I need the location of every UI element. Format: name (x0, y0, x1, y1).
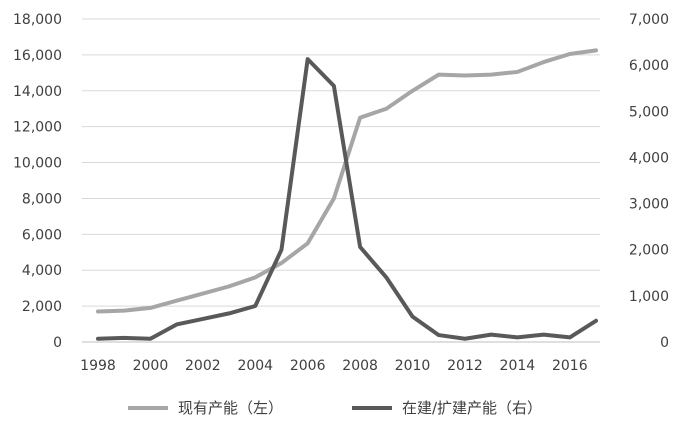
y-right-tick-label: 5,000 (629, 104, 669, 120)
legend: 现有产能（左） 在建/扩建产能（右） (128, 399, 542, 417)
y-left-tick-label: 4,000 (22, 263, 62, 279)
y-left-tick-label: 0 (53, 335, 62, 351)
y-left-tick-label: 16,000 (13, 48, 62, 64)
y-right-tick-label: 3,000 (629, 197, 669, 213)
y-left-tick-label: 8,000 (22, 191, 62, 207)
y-right-tick-label: 2,000 (629, 243, 669, 259)
x-tick-label: 2002 (185, 358, 221, 374)
x-tick-label: 2016 (552, 358, 588, 374)
y-right-tick-label: 0 (660, 335, 669, 351)
x-tick-label: 2008 (342, 358, 378, 374)
y-right-tick-label: 6,000 (629, 58, 669, 74)
x-tick-label: 2006 (290, 358, 326, 374)
y-left-tick-label: 12,000 (13, 120, 62, 136)
x-tick-label: 1998 (80, 358, 116, 374)
y-left-tick-label: 10,000 (13, 156, 62, 172)
x-tick-label: 2004 (237, 358, 273, 374)
y-right-tick-label: 4,000 (629, 150, 669, 166)
y-left-tick-label: 14,000 (13, 84, 62, 100)
x-tick-label: 2000 (133, 358, 169, 374)
x-tick-label: 2010 (395, 358, 431, 374)
y-left-tick-label: 2,000 (22, 299, 62, 315)
legend-label-existing-capacity: 现有产能（左） (178, 399, 283, 417)
y-right-tick-label: 1,000 (629, 289, 669, 305)
axes: 0 2,000 4,000 6,000 8,000 10,000 12,000 14,000 1… (13, 12, 669, 374)
x-tick-label: 2014 (500, 358, 536, 374)
y-left-tick-label: 18,000 (13, 12, 62, 28)
y-right-tick-label: 7,000 (629, 12, 669, 28)
series-line-under-construction-capacity (96, 57, 598, 341)
series-line-existing-capacity (96, 48, 598, 314)
y-left-tick-label: 6,000 (22, 227, 62, 243)
series (96, 48, 598, 341)
gridlines (82, 18, 600, 307)
x-tick-label: 2012 (447, 358, 483, 374)
legend-label-under-construction-capacity: 在建/扩建产能（右） (402, 399, 542, 417)
